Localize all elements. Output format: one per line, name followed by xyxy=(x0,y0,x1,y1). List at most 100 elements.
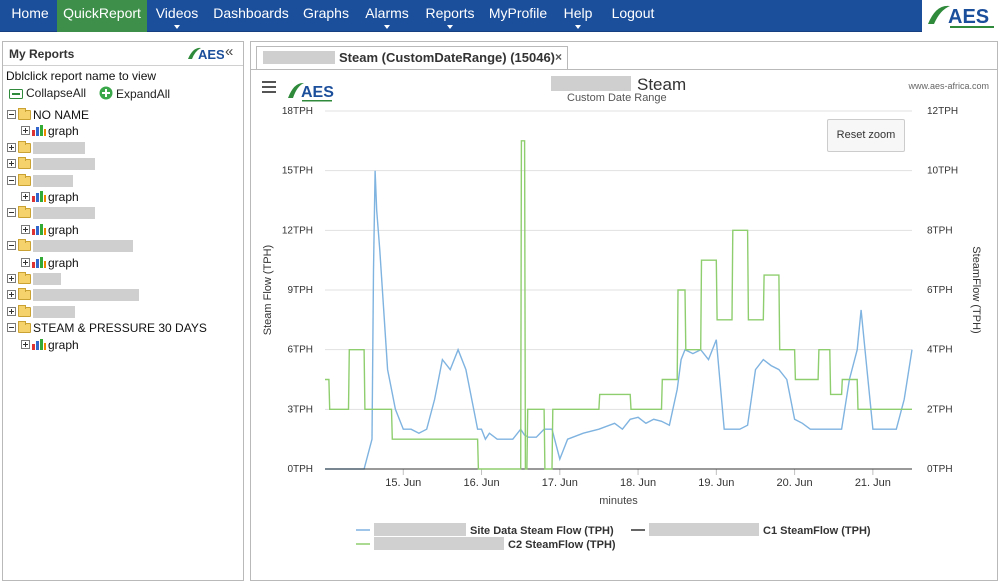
nav-item-label: MyProfile xyxy=(488,5,548,21)
tree-report-item[interactable]: graph xyxy=(21,124,79,140)
tree-folder[interactable] xyxy=(7,272,61,288)
series-line-3 xyxy=(325,140,912,470)
expand-all-button[interactable]: ExpandAll xyxy=(99,86,171,101)
tree-folder[interactable] xyxy=(7,304,75,321)
x-tick-label: 18. Jun xyxy=(620,477,656,489)
tree-folder[interactable]: STEAM & PRESSURE 30 DAYS xyxy=(7,321,207,337)
nav-item-dashboards[interactable]: Dashboards xyxy=(208,0,294,32)
tree-report-item[interactable]: graph xyxy=(21,223,79,239)
series-line-1 xyxy=(325,170,913,470)
x-tick-label: 16. Jun xyxy=(463,477,499,489)
folder-icon xyxy=(18,173,31,186)
steam-chart: 0TPH 3TPH 6TPH 9TPH 12TPH 15TPH 18TPH 0TPH 2TPH 4… xyxy=(251,70,997,580)
redacted-text xyxy=(263,51,335,64)
nav-item-help[interactable]: Help xyxy=(556,0,600,32)
folder-icon xyxy=(18,140,31,153)
reset-zoom-button[interactable]: Reset zoom xyxy=(827,119,905,152)
collapse-node-icon[interactable] xyxy=(7,241,16,251)
caret-down-icon xyxy=(575,25,581,29)
collapse-node-icon[interactable] xyxy=(7,208,16,218)
y-right-tick-label: 0TPH xyxy=(927,464,953,475)
tree-folder-label: NO NAME xyxy=(33,108,90,122)
my-reports-title: My Reports xyxy=(9,47,75,61)
redacted-text xyxy=(551,76,631,91)
expand-node-icon[interactable] xyxy=(7,159,16,169)
y-right-tick-label: 12TPH xyxy=(927,106,958,117)
expand-node-icon[interactable] xyxy=(7,274,16,283)
tree-folder[interactable] xyxy=(7,239,133,255)
nav-item-logout[interactable]: Logout xyxy=(604,0,662,32)
expand-node-icon[interactable] xyxy=(21,126,30,136)
tab-divider xyxy=(251,69,997,70)
nav-item-home[interactable]: Home xyxy=(8,0,52,32)
expand-node-icon[interactable] xyxy=(21,224,30,234)
chart-menu-icon[interactable] xyxy=(262,81,276,93)
tree-folder-label: STEAM & PRESSURE 30 DAYS xyxy=(33,321,207,336)
folder-icon xyxy=(18,272,31,284)
tree-report-item[interactable]: graph xyxy=(21,338,79,354)
y-right-tick-label: 10TPH xyxy=(927,166,958,177)
caret-down-icon xyxy=(384,25,390,29)
y-left-tick-label: 12TPH xyxy=(282,225,313,236)
nav-item-videos[interactable]: Videos xyxy=(149,0,205,32)
tree-report-label: graph xyxy=(48,337,79,352)
redacted-text xyxy=(649,523,759,536)
collapse-panel-icon[interactable]: « xyxy=(225,43,234,60)
collapse-node-icon[interactable] xyxy=(7,110,16,119)
tree-folder[interactable] xyxy=(7,173,73,190)
aes-logo: AES xyxy=(922,0,1000,32)
y-left-tick-label: 18TPH xyxy=(282,106,313,117)
redacted-text xyxy=(374,537,504,550)
y-right-axis-title: SteamFlow (TPH) xyxy=(970,246,982,333)
report-tab-label: Steam (CustomDateRange) (15046) xyxy=(339,50,556,65)
redacted-text xyxy=(33,158,95,171)
tree-report-label: graph xyxy=(48,124,79,139)
redacted-text xyxy=(33,273,61,285)
expand-all-icon xyxy=(99,86,113,100)
chart-canvas: 0TPH 3TPH 6TPH 9TPH 12TPH 15TPH 18TPH 0TPH 2TPH 4… xyxy=(262,106,982,551)
nav-item-label: Videos xyxy=(155,5,199,21)
tree-report-item[interactable]: graph xyxy=(21,190,79,206)
collapse-node-icon[interactable] xyxy=(7,323,16,333)
report-tab[interactable]: Steam (CustomDateRange) (15046) × xyxy=(256,46,568,69)
expand-node-icon[interactable] xyxy=(21,339,30,349)
redacted-text xyxy=(33,141,85,154)
tree-folder[interactable] xyxy=(7,288,139,304)
collapse-node-icon[interactable] xyxy=(7,175,16,185)
expand-node-icon[interactable] xyxy=(21,257,30,267)
y-left-tick-label: 0TPH xyxy=(287,464,313,475)
expand-node-icon[interactable] xyxy=(21,192,30,201)
collapse-all-icon xyxy=(9,89,23,99)
top-navigation: Home QuickReport Videos Dashboards Graphs Ala… xyxy=(0,0,1000,32)
nav-item-quickreport[interactable]: QuickReport xyxy=(57,0,147,32)
y-left-axis-title: Steam Flow (TPH) xyxy=(262,245,274,335)
expand-node-icon[interactable] xyxy=(7,142,16,152)
tree-folder[interactable] xyxy=(7,140,85,157)
legend-item-label: C2 SteamFlow (TPH) xyxy=(508,539,616,551)
x-tick-label: 17. Jun xyxy=(542,477,578,489)
tree-folder[interactable] xyxy=(7,157,95,173)
bar-chart-icon xyxy=(32,125,46,137)
expand-all-label: ExpandAll xyxy=(116,87,171,101)
nav-item-alarms[interactable]: Alarms xyxy=(359,0,415,32)
nav-item-label: QuickReport xyxy=(63,5,141,21)
tree-report-item[interactable]: graph xyxy=(21,256,79,272)
tree-folder[interactable] xyxy=(7,206,95,222)
tree-report-label: graph xyxy=(48,255,79,270)
close-tab-icon[interactable]: × xyxy=(554,50,562,64)
y-right-tick-label: 8TPH xyxy=(927,225,953,236)
expand-node-icon[interactable] xyxy=(7,306,16,316)
tree-folder[interactable]: NO NAME xyxy=(7,108,89,124)
nav-item-myprofile[interactable]: MyProfile xyxy=(484,0,552,32)
legend-item-label: C1 SteamFlow (TPH) xyxy=(763,525,871,537)
collapse-all-button[interactable]: CollapseAll xyxy=(9,86,86,100)
svg-text:AES: AES xyxy=(198,47,224,62)
y-left-tick-label: 6TPH xyxy=(287,345,313,356)
nav-item-reports[interactable]: Reports xyxy=(420,0,480,32)
my-reports-panel: My Reports AES « Dblclick report name to… xyxy=(2,41,244,581)
expand-node-icon[interactable] xyxy=(7,290,16,300)
bar-chart-icon xyxy=(32,338,46,350)
nav-item-label: Home xyxy=(11,5,49,21)
nav-item-graphs[interactable]: Graphs xyxy=(298,0,354,32)
